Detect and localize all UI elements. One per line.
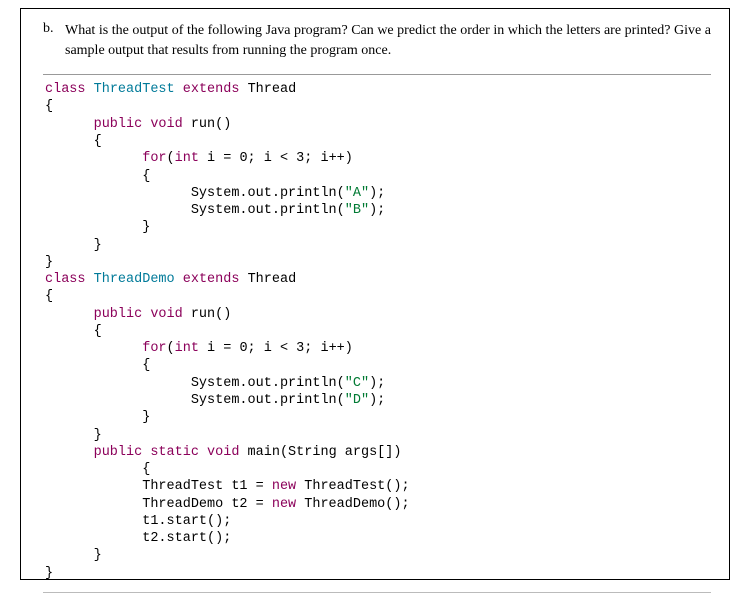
code-token-str: "A" [345, 186, 369, 201]
code-token-str: "D" [345, 393, 369, 408]
code-token-kw: int [175, 341, 199, 356]
code-token-kw: new [272, 479, 296, 494]
question-text: What is the output of the following Java… [65, 21, 711, 60]
code-token-kw: int [175, 151, 199, 166]
code-token-cls: ThreadDemo [94, 272, 175, 287]
code-token-kw: public [94, 307, 143, 322]
code-token-kw: void [150, 117, 182, 132]
code-token-str: "B" [345, 203, 369, 218]
code-token-cls: ThreadTest [94, 82, 175, 97]
code-token-str: "C" [345, 376, 369, 391]
code-token-kw: new [272, 497, 296, 512]
code-token-kw: class [45, 82, 86, 97]
page-border: b. What is the output of the following J… [20, 8, 730, 580]
code-token-kw: static [150, 445, 199, 460]
code-token-kw: public [94, 445, 143, 460]
code-token-kw: void [150, 307, 182, 322]
code-token-kw: extends [183, 82, 240, 97]
code-block: class ThreadTest extends Thread { public… [43, 74, 711, 593]
code-token-kw: public [94, 117, 143, 132]
code-token-kw: for [142, 341, 166, 356]
code-token-kw: for [142, 151, 166, 166]
code-token-kw: void [207, 445, 239, 460]
code-token-kw: class [45, 272, 86, 287]
code-token-kw: extends [183, 272, 240, 287]
question-label: b. [43, 21, 65, 60]
question-block: b. What is the output of the following J… [43, 21, 711, 60]
